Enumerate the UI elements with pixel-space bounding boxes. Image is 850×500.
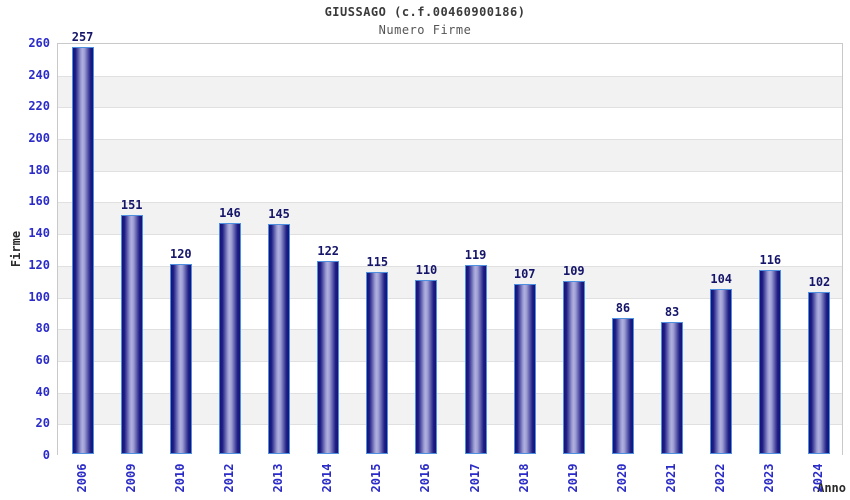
bar-value-label: 146: [219, 205, 241, 220]
bar-value-label: 109: [562, 264, 585, 279]
bar-value-label: 102: [808, 275, 831, 290]
bar-2020: [611, 317, 634, 454]
bar-2015: [366, 271, 389, 454]
bar-value-label: 145: [268, 207, 290, 222]
y-tick-label: 40: [35, 384, 50, 399]
x-tick-label: 2015: [369, 463, 384, 493]
y-tick-label: 160: [28, 194, 50, 209]
y-tick-label: 180: [28, 162, 50, 177]
bar-value-label: 151: [120, 197, 143, 212]
gridline: [58, 265, 842, 267]
chart-subtitle: Numero Firme: [378, 23, 472, 37]
bar-2017: [464, 265, 487, 454]
bar-2006: [71, 46, 94, 454]
y-tick-label: 140: [28, 226, 50, 241]
x-tick-label: 2016: [418, 463, 433, 493]
bar-value-label: 107: [513, 267, 536, 282]
x-axis-title: Anno: [817, 481, 846, 495]
bar-2021: [661, 322, 684, 454]
bar-value-label: 119: [464, 248, 487, 263]
grid-band: [58, 234, 842, 266]
bar-value-label: 110: [415, 262, 438, 277]
plot-area: 257 151 120 146 145 122 115 110 119 107 109 86 83 104…: [57, 30, 843, 456]
grid-band: [58, 139, 842, 171]
x-tick-label: 2020: [614, 463, 629, 493]
y-tick-label: 60: [35, 352, 50, 367]
bar-2018: [513, 284, 536, 454]
bar-2009: [120, 214, 143, 454]
bar-2016: [415, 279, 438, 454]
bar-2013: [268, 224, 291, 454]
y-tick-label: 120: [28, 257, 50, 272]
gridline: [58, 170, 842, 172]
gridline: [58, 107, 842, 109]
y-tick-label: 260: [28, 36, 50, 50]
y-tick-label: 220: [28, 99, 50, 114]
gridline: [58, 75, 842, 77]
bar-2010: [169, 263, 192, 454]
bar-value-label: 104: [710, 272, 733, 287]
x-tick-label: 2019: [565, 463, 580, 493]
bar-value-label: 257: [71, 29, 94, 44]
bar-value-label: 122: [317, 243, 340, 258]
gridline: [58, 202, 842, 204]
bar-value-label: 115: [366, 254, 389, 269]
gridline: [58, 360, 842, 362]
bar-2014: [317, 260, 340, 454]
x-tick-label: 2023: [762, 463, 777, 493]
y-tick-label: 80: [35, 321, 50, 336]
bar-value-label: 120: [169, 246, 192, 261]
grid-band: [58, 75, 842, 108]
x-tick-label: 2006: [74, 463, 89, 493]
bar-value-label: 116: [759, 253, 782, 268]
x-tick-label: 2017: [467, 463, 482, 493]
x-tick-label: 2022: [713, 463, 728, 493]
grid-band: [58, 44, 842, 76]
x-tick-label: 2018: [516, 463, 531, 493]
gridline: [58, 424, 842, 426]
bar-2022: [710, 289, 733, 454]
gridline: [58, 297, 842, 299]
grid-band: [58, 170, 842, 203]
gridline: [58, 329, 842, 331]
bar-value-label: 83: [664, 305, 680, 320]
chart-title: GIUSSAGO (c.f.00460900186): [324, 5, 526, 19]
gridline: [58, 392, 842, 394]
x-tick-label: 2012: [221, 463, 236, 493]
x-tick-label: 2014: [320, 463, 335, 493]
x-tick-label: 2024: [811, 463, 826, 493]
x-tick-label: 2009: [123, 463, 138, 493]
x-tick-label: 2021: [664, 463, 679, 493]
bar-2023: [759, 270, 782, 454]
y-tick-label: 240: [28, 67, 50, 82]
x-tick-label: 2010: [172, 463, 187, 493]
y-tick-label: 100: [28, 289, 50, 304]
y-tick-label: 0: [42, 448, 50, 462]
y-tick-label: 20: [35, 416, 50, 431]
grid-band: [58, 202, 842, 235]
gridline: [58, 139, 842, 141]
bar-2019: [562, 281, 585, 454]
gridline: [58, 234, 842, 236]
bar-value-label: 86: [615, 300, 631, 315]
grid-band: [58, 107, 842, 140]
bar-2012: [218, 222, 241, 454]
y-tick-label: 200: [28, 131, 50, 146]
x-tick-label: 2013: [271, 463, 286, 493]
bar-2024: [808, 292, 831, 454]
